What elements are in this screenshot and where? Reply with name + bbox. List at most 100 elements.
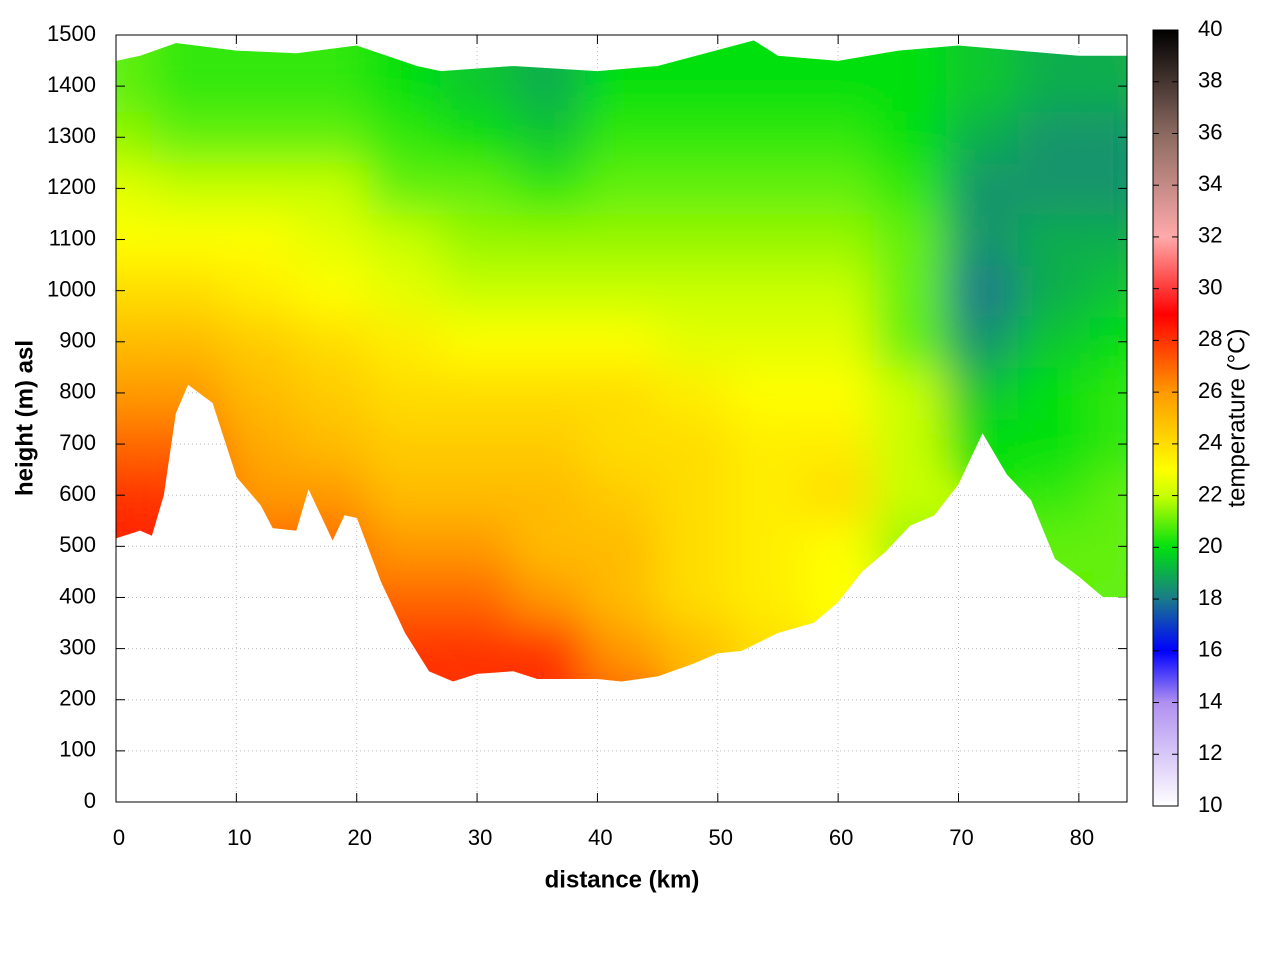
cell [296,315,370,368]
cell [1018,315,1092,368]
y-tick-label: 0 [84,788,96,813]
cell [584,469,659,522]
cell [584,162,659,215]
cell [584,264,659,317]
cell [512,673,586,682]
cell [729,571,803,624]
y-axis-label: height (m) asl [11,340,38,496]
cell [512,213,586,266]
x-tick-label: 40 [588,825,612,850]
cell [584,673,659,682]
colorbar-tick-label: 38 [1198,68,1222,93]
cell [801,366,875,419]
cell [440,162,514,215]
x-tick-label: 30 [468,825,492,850]
x-tick-label: 60 [829,825,853,850]
cell [584,571,659,624]
cell [1018,264,1092,317]
cell [729,622,803,675]
cell [945,162,1020,215]
cell [873,213,947,266]
cell [223,366,298,419]
cell [368,162,442,215]
cell [729,418,803,471]
cell [223,213,298,266]
y-tick-label: 500 [59,532,96,557]
cell [873,264,947,317]
x-tick-label: 80 [1070,825,1094,850]
y-tick-label: 600 [59,481,96,506]
colorbar-tick-label: 20 [1198,533,1222,558]
cell [368,571,442,624]
colorbar-tick-label: 24 [1198,430,1222,455]
x-tick-label: 20 [347,825,371,850]
colorbar-tick-label: 32 [1198,223,1222,248]
cell [440,213,514,266]
cell [1018,469,1092,522]
colorbar-tick-label: 10 [1198,792,1222,817]
x-tick-label: 0 [113,825,125,850]
cell [584,366,659,419]
cell [584,418,659,471]
cell [223,40,298,113]
cell [945,264,1020,317]
colorbar-tick-label: 28 [1198,326,1222,351]
cell [584,315,659,368]
cell [512,469,586,522]
cell [368,40,442,113]
cell [1018,366,1092,419]
cell [873,162,947,215]
cell [116,40,153,113]
colorbar-tick-label: 12 [1198,740,1222,765]
cell [223,469,298,522]
cell [657,264,731,317]
cell [151,162,225,215]
cell [729,315,803,368]
cell [1018,162,1092,215]
cell [440,111,514,164]
cell [440,40,514,113]
cell [729,111,803,164]
cell [801,418,875,471]
y-tick-label: 1000 [47,276,96,301]
cell [440,571,514,624]
cell [657,315,731,368]
cell [945,111,1020,164]
cell [440,264,514,317]
cell [512,366,586,419]
cell [512,315,586,368]
cell [873,40,947,113]
cell [801,520,875,573]
y-tick-label: 1400 [47,72,96,97]
colorbar-tick-label: 40 [1198,16,1222,41]
colorbar-tick-label: 14 [1198,688,1222,713]
cell [657,213,731,266]
plot-frame [115,34,1128,803]
cell [368,111,442,164]
ground-line [115,384,1127,683]
y-tick-label: 1300 [47,123,96,148]
x-tick-label: 50 [709,825,733,850]
colorbar-tick-label: 30 [1198,274,1222,299]
x-tick-label: 10 [227,825,251,850]
cell [657,418,731,471]
cell [440,520,514,573]
cell [368,264,442,317]
cell [945,315,1020,368]
cell [1018,213,1092,266]
cell [657,571,731,624]
y-tick-label: 400 [59,583,96,608]
cell [584,40,659,113]
cell [873,366,947,419]
cell [729,213,803,266]
cell [368,213,442,266]
cell [512,418,586,471]
cell [873,315,947,368]
cell [873,520,947,573]
colorbar-tick-label: 22 [1198,481,1222,506]
cell [512,40,586,113]
cell [223,418,298,471]
cell [657,111,731,164]
cell [151,264,225,317]
cell [296,111,370,164]
